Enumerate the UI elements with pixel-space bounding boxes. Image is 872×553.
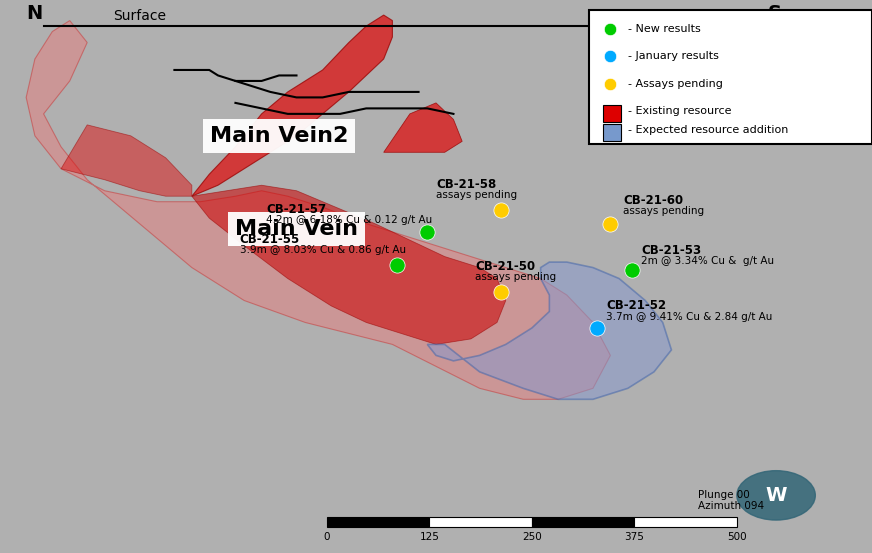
Polygon shape (192, 15, 392, 196)
FancyBboxPatch shape (589, 9, 872, 144)
Bar (327, 517, 429, 526)
Polygon shape (427, 262, 671, 399)
Point (603, 52, 617, 61)
Text: 375: 375 (624, 532, 644, 542)
Point (625, 266, 639, 275)
Bar (635, 517, 737, 526)
Text: 3.7m @ 9.41% Cu & 2.84 g/t Au: 3.7m @ 9.41% Cu & 2.84 g/t Au (606, 312, 773, 322)
Text: Main Vein: Main Vein (235, 219, 358, 239)
Text: 500: 500 (727, 532, 746, 542)
Point (494, 288, 508, 297)
Text: 250: 250 (522, 532, 542, 542)
Text: - New results: - New results (628, 24, 700, 34)
Text: 2m @ 3.34% Cu &  g/t Au: 2m @ 3.34% Cu & g/t Au (641, 255, 774, 266)
Polygon shape (384, 103, 462, 152)
Text: 0: 0 (324, 532, 330, 542)
Text: 4.2m @ 6.18% Cu & 0.12 g/t Au: 4.2m @ 6.18% Cu & 0.12 g/t Au (266, 215, 433, 225)
Text: CB-21-55: CB-21-55 (240, 233, 300, 246)
Text: Surface: Surface (113, 9, 167, 23)
Bar (429, 517, 532, 526)
Point (420, 227, 434, 236)
Text: Plunge 00
Azimuth 094: Plunge 00 Azimuth 094 (698, 490, 764, 512)
Text: 125: 125 (419, 532, 439, 542)
Text: N: N (26, 4, 43, 23)
Polygon shape (26, 20, 610, 399)
Text: CB-21-58: CB-21-58 (436, 178, 496, 191)
Point (603, 219, 617, 228)
Point (603, 24, 617, 33)
Text: - Expected resource addition: - Expected resource addition (628, 126, 788, 135)
Text: assays pending: assays pending (475, 272, 556, 282)
Point (390, 260, 404, 269)
Text: CB-21-60: CB-21-60 (623, 195, 684, 207)
Polygon shape (61, 125, 192, 196)
Text: assays pending: assays pending (436, 190, 517, 200)
FancyBboxPatch shape (603, 105, 621, 122)
Text: 3.9m @ 8.03% Cu & 0.86 g/t Au: 3.9m @ 8.03% Cu & 0.86 g/t Au (240, 245, 406, 255)
Text: assays pending: assays pending (623, 206, 705, 216)
Text: - January results: - January results (628, 51, 719, 61)
FancyBboxPatch shape (603, 124, 621, 141)
Point (603, 79, 617, 88)
Point (494, 206, 508, 215)
Text: CB-21-50: CB-21-50 (475, 260, 535, 273)
Text: CB-21-52: CB-21-52 (606, 299, 666, 312)
Point (590, 324, 604, 332)
Text: - Existing resource: - Existing resource (628, 106, 732, 116)
Text: - Assays pending: - Assays pending (628, 79, 723, 88)
Text: CB-21-57: CB-21-57 (266, 203, 326, 216)
Text: Main Vein2: Main Vein2 (210, 126, 348, 146)
Text: S: S (767, 4, 781, 23)
Text: CB-21-53: CB-21-53 (641, 244, 701, 257)
Polygon shape (192, 185, 506, 345)
Text: W: W (766, 486, 787, 505)
Bar (532, 517, 635, 526)
Circle shape (737, 471, 815, 520)
